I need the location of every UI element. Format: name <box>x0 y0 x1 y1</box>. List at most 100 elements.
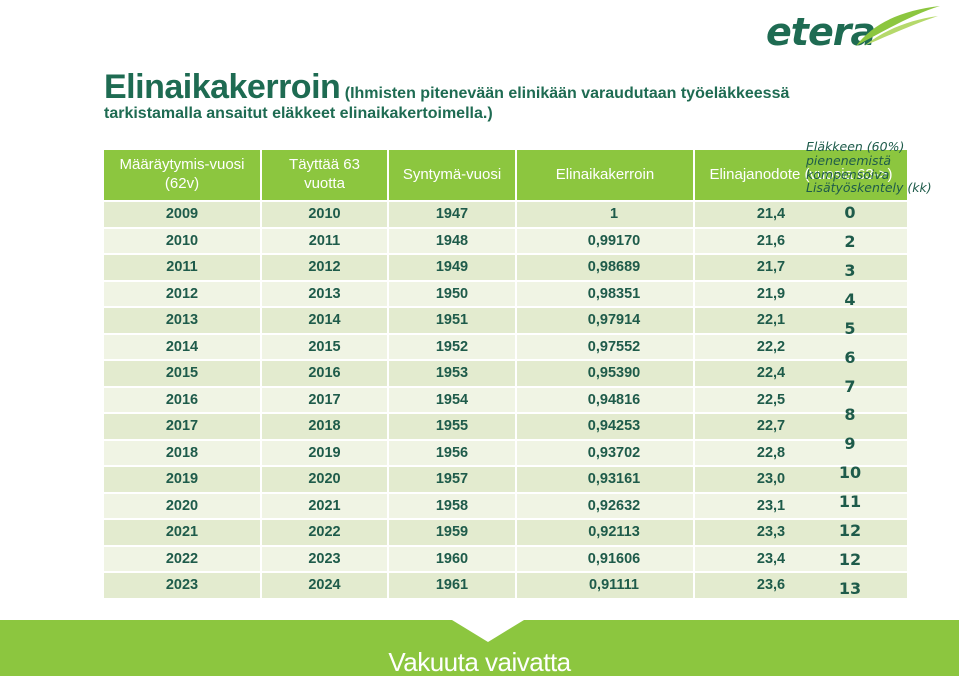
cell-syntymavuosi: 1950 <box>389 281 515 306</box>
header-maaraytymisvuosi: Määräytymis-vuosi (62v) <box>104 150 260 200</box>
cell-elinaikakerroin: 0,97552 <box>517 334 693 359</box>
cell-elinajanodote: 21,6 <box>695 228 907 253</box>
cell-elinajanodote: 21,9 <box>695 281 907 306</box>
cell-elinajanodote: 23,6 <box>695 573 907 598</box>
cell-tayttaa-63: 2011 <box>262 228 387 253</box>
table-row: 2013 2014 1951 0,97914 22,1 <box>104 308 907 333</box>
table-row: 2019 2020 1957 0,93161 23,0 <box>104 467 907 492</box>
cell-elinajanodote: 21,4 <box>695 202 907 227</box>
cell-elinaikakerroin: 0,91606 <box>517 546 693 571</box>
cell-maaraytymisvuosi: 2018 <box>104 440 260 465</box>
cell-elinaikakerroin: 0,98351 <box>517 281 693 306</box>
table-header-row: Määräytymis-vuosi (62v) Täyttää 63 vuotta… <box>104 150 907 200</box>
cell-tayttaa-63: 2019 <box>262 440 387 465</box>
side-value: 12 <box>838 521 862 541</box>
cell-maaraytymisvuosi: 2011 <box>104 255 260 280</box>
table-row: 2022 2023 1960 0,91606 23,4 <box>104 546 907 571</box>
cell-tayttaa-63: 2010 <box>262 202 387 227</box>
cell-elinaikakerroin: 0,98689 <box>517 255 693 280</box>
cell-elinaikakerroin: 0,97914 <box>517 308 693 333</box>
cell-maaraytymisvuosi: 2019 <box>104 467 260 492</box>
header-elinaikakerroin: Elinaikakerroin <box>517 150 693 200</box>
table-row: 2018 2019 1956 0,93702 22,8 <box>104 440 907 465</box>
side-value: 9 <box>844 434 856 454</box>
cell-tayttaa-63: 2023 <box>262 546 387 571</box>
page-subtitle: (Ihmisten pitenevään elinikään varauduta… <box>344 85 790 102</box>
cell-elinajanodote: 22,1 <box>695 308 907 333</box>
side-value: 13 <box>838 579 862 598</box>
etera-logo: etera <box>766 4 946 54</box>
cell-syntymavuosi: 1955 <box>389 414 515 439</box>
cell-tayttaa-63: 2024 <box>262 573 387 598</box>
elinaikakerroin-table: Määräytymis-vuosi (62v) Täyttää 63 vuotta… <box>102 148 909 600</box>
cell-elinaikakerroin: 0,95390 <box>517 361 693 386</box>
side-value: 8 <box>844 405 856 425</box>
table-row: 2012 2013 1950 0,98351 21,9 <box>104 281 907 306</box>
table-row: 2009 2010 1947 1 21,4 <box>104 202 907 227</box>
side-value: 0 <box>844 203 856 222</box>
cell-elinajanodote: 22,2 <box>695 334 907 359</box>
cell-syntymavuosi: 1947 <box>389 202 515 227</box>
cell-syntymavuosi: 1949 <box>389 255 515 280</box>
side-value: 4 <box>844 289 856 309</box>
cell-elinaikakerroin: 0,94816 <box>517 387 693 412</box>
table-row: 2010 2011 1948 0,99170 21,6 <box>104 228 907 253</box>
cell-maaraytymisvuosi: 2010 <box>104 228 260 253</box>
cell-maaraytymisvuosi: 2017 <box>104 414 260 439</box>
cell-elinaikakerroin: 0,94253 <box>517 414 693 439</box>
side-value: 5 <box>844 318 856 338</box>
cell-maaraytymisvuosi: 2009 <box>104 202 260 227</box>
side-header-line: Lisätyöskentely (kk) <box>806 180 932 196</box>
cell-syntymavuosi: 1957 <box>389 467 515 492</box>
header-elinajanodote: Elinajanodote (vuosia 63->) <box>695 150 907 200</box>
cell-elinajanodote: 23,3 <box>695 520 907 545</box>
cell-tayttaa-63: 2021 <box>262 493 387 518</box>
title-block: Elinaikakerroin (Ihmisten pitenevään eli… <box>104 68 884 123</box>
cell-syntymavuosi: 1951 <box>389 308 515 333</box>
side-value: 12 <box>838 550 862 570</box>
cell-maaraytymisvuosi: 2012 <box>104 281 260 306</box>
cell-elinaikakerroin: 0,99170 <box>517 228 693 253</box>
cell-maaraytymisvuosi: 2023 <box>104 573 260 598</box>
cell-tayttaa-63: 2012 <box>262 255 387 280</box>
cell-maaraytymisvuosi: 2013 <box>104 308 260 333</box>
table-row: 2015 2016 1953 0,95390 22,4 <box>104 361 907 386</box>
cell-syntymavuosi: 1948 <box>389 228 515 253</box>
cell-syntymavuosi: 1959 <box>389 520 515 545</box>
cell-maaraytymisvuosi: 2015 <box>104 361 260 386</box>
cell-tayttaa-63: 2020 <box>262 467 387 492</box>
table-row: 2021 2022 1959 0,92113 23,3 <box>104 520 907 545</box>
side-value: 2 <box>844 231 856 251</box>
cell-tayttaa-63: 2022 <box>262 520 387 545</box>
cell-elinajanodote: 22,8 <box>695 440 907 465</box>
table-row: 2016 2017 1954 0,94816 22,5 <box>104 387 907 412</box>
cell-elinaikakerroin: 0,93161 <box>517 467 693 492</box>
cell-elinajanodote: 22,4 <box>695 361 907 386</box>
cell-syntymavuosi: 1958 <box>389 493 515 518</box>
side-header-line: pienenemistä <box>806 152 892 168</box>
cell-syntymavuosi: 1954 <box>389 387 515 412</box>
page-title: Elinaikakerroin <box>104 68 341 106</box>
cell-syntymavuosi: 1953 <box>389 361 515 386</box>
side-column-header: Eläkkeen (60%) pienenemistä kompensoiva Lis… <box>806 140 956 195</box>
cell-maaraytymisvuosi: 2021 <box>104 520 260 545</box>
cell-elinajanodote: 22,7 <box>695 414 907 439</box>
cell-elinaikakerroin: 0,91111 <box>517 573 693 598</box>
page-subtitle-cont: tarkistamalla ansaitut eläkkeet elinaika… <box>104 105 493 122</box>
header-tayttaa-63: Täyttää 63 vuotta <box>262 150 387 200</box>
cell-tayttaa-63: 2014 <box>262 308 387 333</box>
cell-elinajanodote: 21,7 <box>695 255 907 280</box>
cell-tayttaa-63: 2017 <box>262 387 387 412</box>
side-value: 11 <box>838 492 862 512</box>
table-row: 2020 2021 1958 0,92632 23,1 <box>104 493 907 518</box>
cell-maaraytymisvuosi: 2022 <box>104 546 260 571</box>
side-value: 10 <box>838 463 862 483</box>
cell-elinaikakerroin: 0,92632 <box>517 493 693 518</box>
cell-maaraytymisvuosi: 2016 <box>104 387 260 412</box>
cell-elinaikakerroin: 0,92113 <box>517 520 693 545</box>
footer-slogan: Vakuuta vaivatta <box>388 647 571 677</box>
cell-maaraytymisvuosi: 2020 <box>104 493 260 518</box>
leaf-icon <box>856 6 940 47</box>
cell-tayttaa-63: 2018 <box>262 414 387 439</box>
cell-elinajanodote: 23,1 <box>695 493 907 518</box>
